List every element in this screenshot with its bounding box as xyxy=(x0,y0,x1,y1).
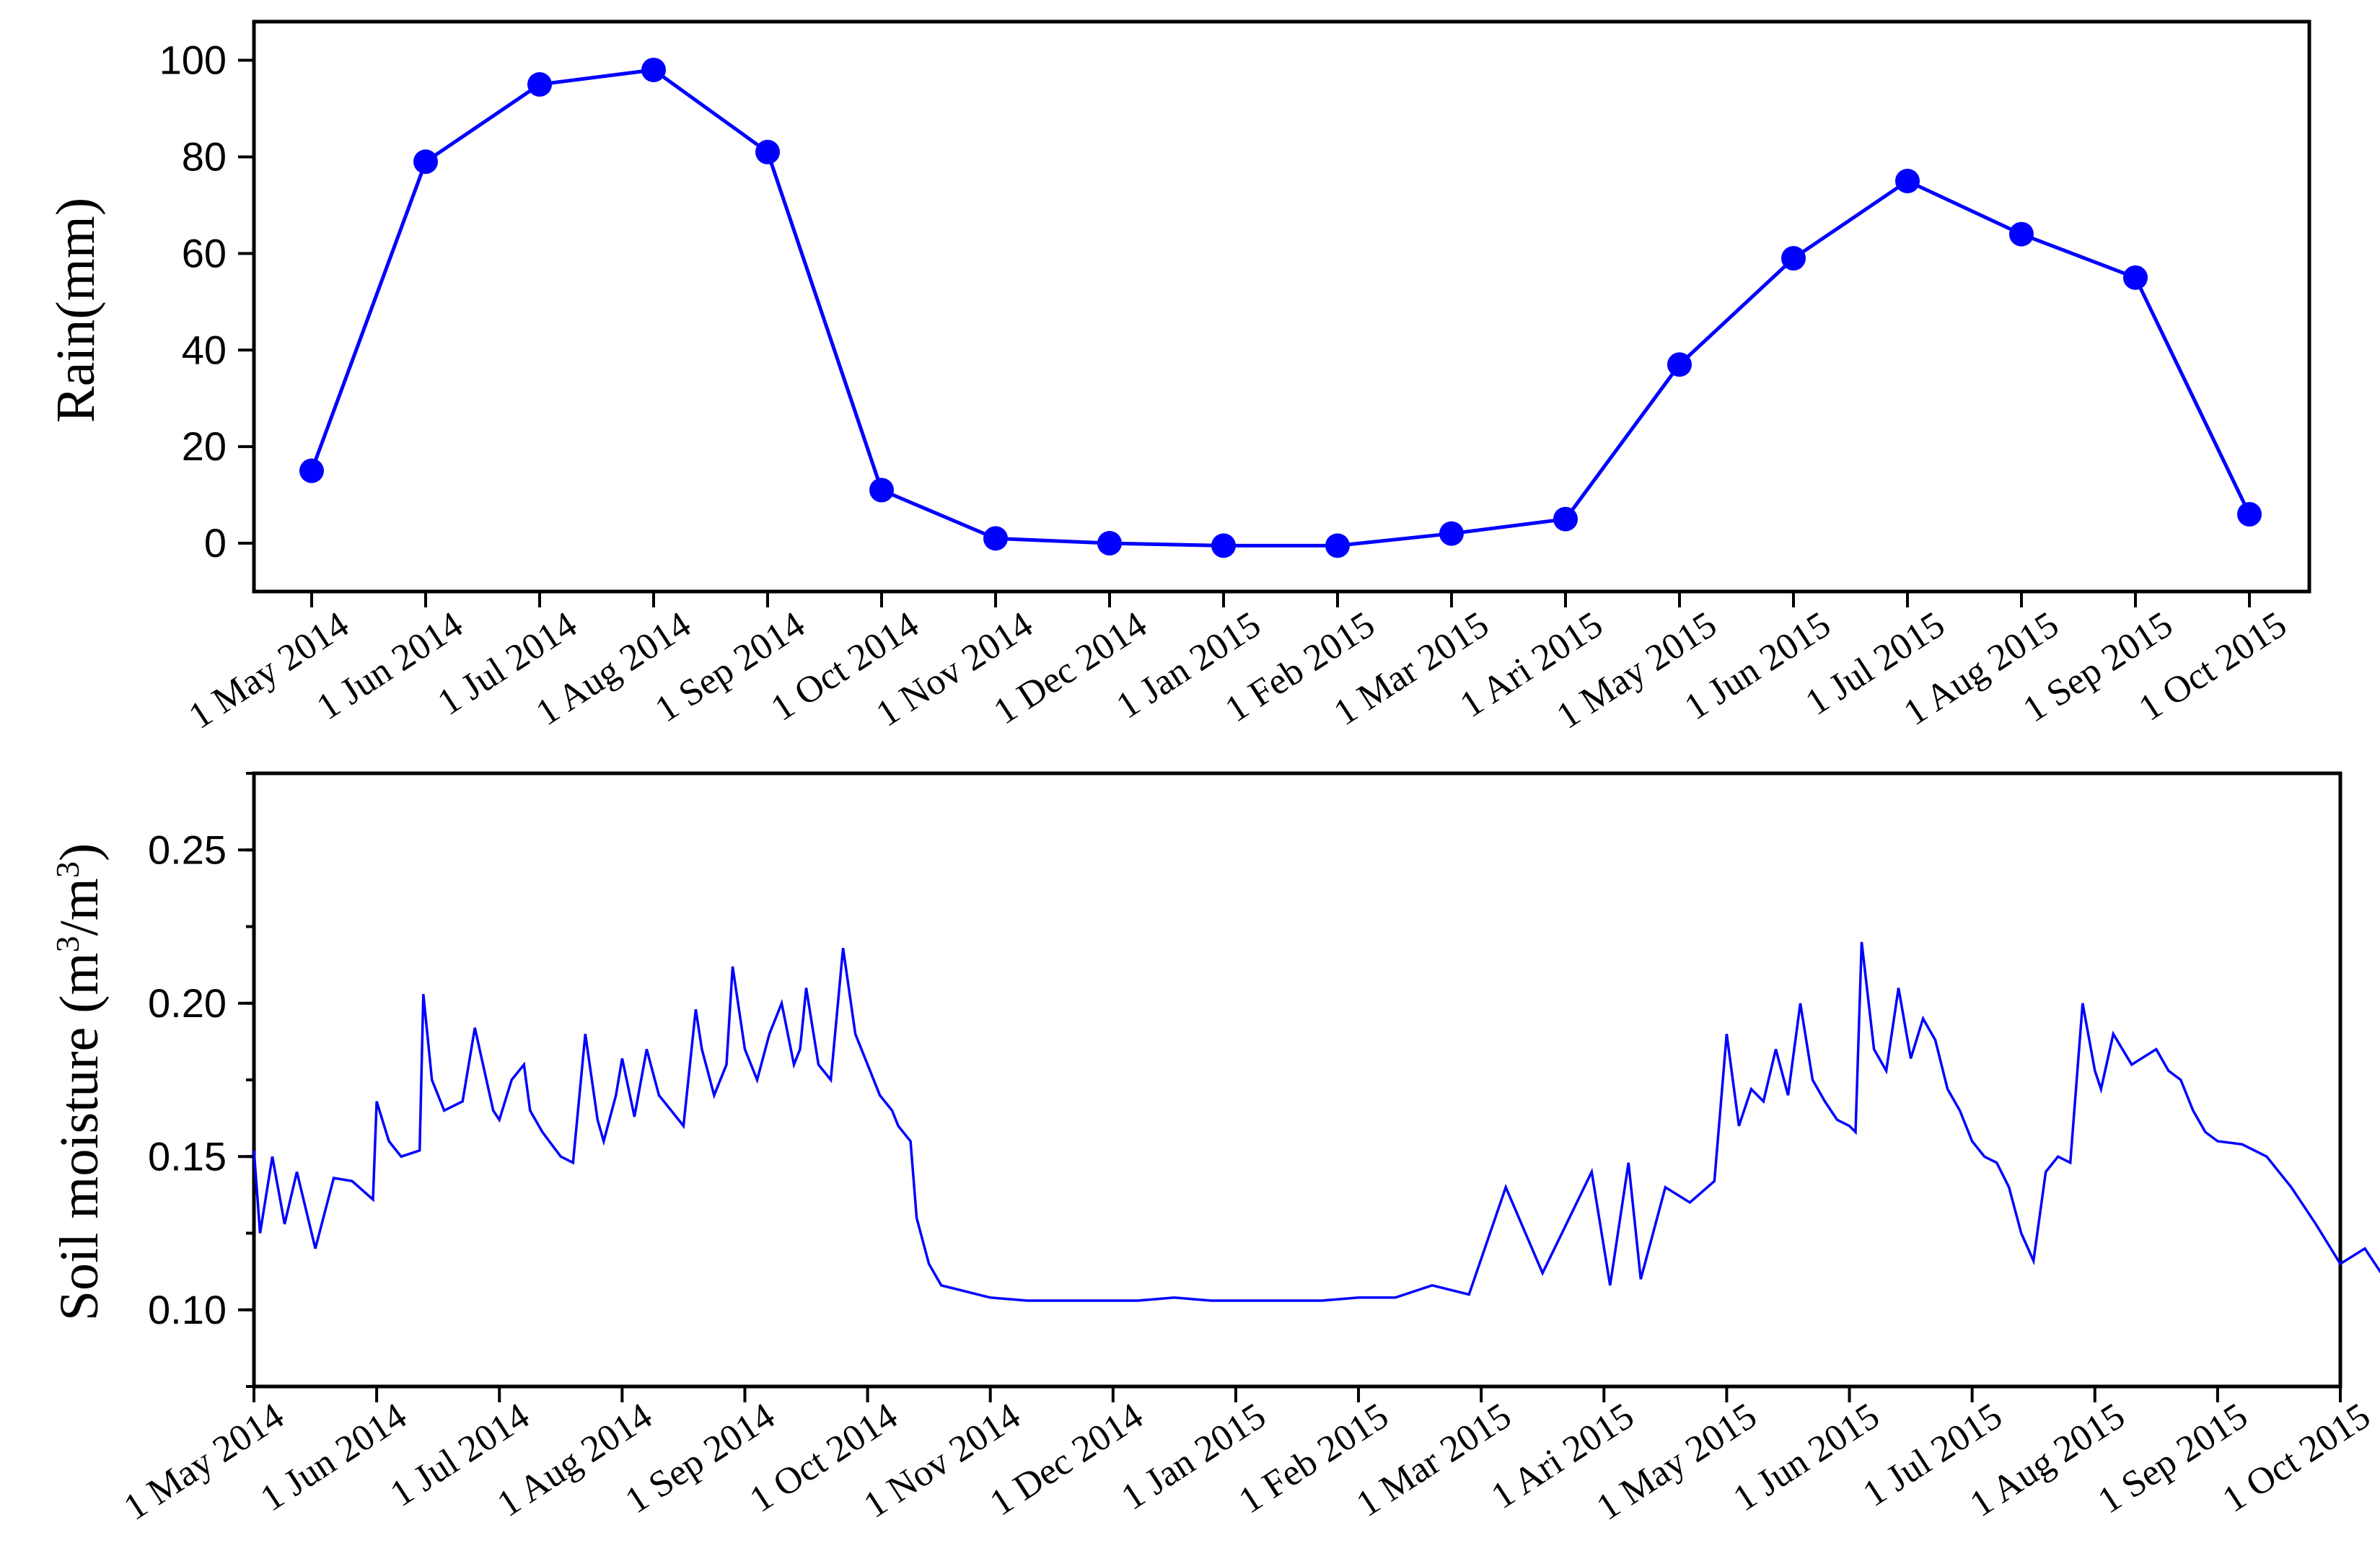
soil-moisture-series-line xyxy=(253,941,2380,1302)
rain-data-point xyxy=(1667,352,1692,377)
rain-data-point xyxy=(1097,531,1122,556)
rain-data-point xyxy=(1325,533,1350,558)
rain-y-tick-label: 100 xyxy=(159,38,227,83)
rain-y-tick-label: 40 xyxy=(182,327,227,372)
soil-y-tick-label: 0.15 xyxy=(148,1133,227,1179)
soil-y-tick-label: 0.25 xyxy=(148,827,227,872)
rain-y-tick-label: 20 xyxy=(182,423,227,469)
rain-y-tick-label: 60 xyxy=(182,230,227,276)
rain-data-point xyxy=(1439,521,1464,546)
rain-data-point xyxy=(1553,506,1578,532)
rain-data-point xyxy=(641,57,666,82)
rain-data-point xyxy=(299,458,324,483)
rain-y-tick-label: 0 xyxy=(204,520,227,566)
rain-data-point xyxy=(2237,501,2262,527)
rain-data-point xyxy=(1781,246,1806,271)
rain-data-point xyxy=(869,478,894,503)
rain-data-point xyxy=(413,149,438,175)
rain-data-point xyxy=(527,72,552,97)
rain-data-point xyxy=(755,139,780,164)
rain-data-point xyxy=(2009,221,2034,247)
soil-x-tick-label: 1 May 2014 xyxy=(117,1395,291,1529)
rain-y-tick-label: 80 xyxy=(182,133,227,179)
soil-y-tick-label: 0.10 xyxy=(148,1287,227,1332)
rain-plot-frame xyxy=(252,19,2311,594)
rain-data-point xyxy=(1211,533,1236,558)
rain-data-point xyxy=(983,526,1008,551)
rain-y-axis-label: Rain(mm) xyxy=(45,198,106,423)
rain-data-point xyxy=(2123,265,2148,290)
rain-series-line xyxy=(309,68,2252,548)
rain-data-point xyxy=(1895,168,1920,193)
soil-y-axis-label: Soil moisture (m3/m3) xyxy=(49,843,110,1321)
soil-y-tick-label: 0.20 xyxy=(148,980,227,1026)
soil-plot-frame xyxy=(252,771,2342,1389)
